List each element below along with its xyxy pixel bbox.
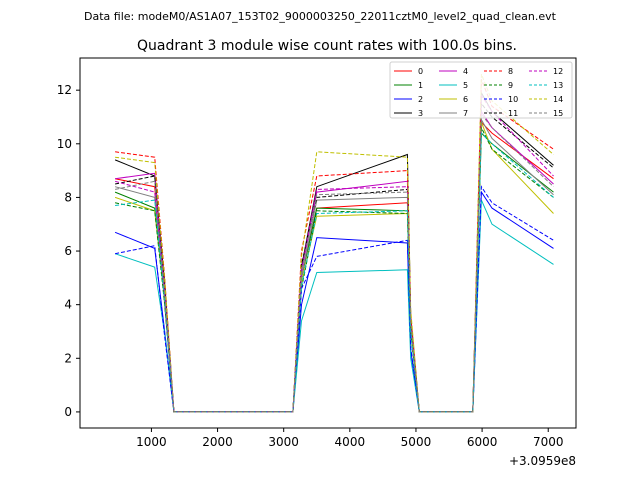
legend-label-4: 4 <box>463 67 468 76</box>
legend-label-13: 13 <box>553 81 563 90</box>
x-tick-label: 5000 <box>401 435 432 449</box>
y-tick-label: 0 <box>64 405 72 419</box>
x-tick-label: 2000 <box>202 435 233 449</box>
axes-frame <box>79 57 577 429</box>
series-line-15 <box>114 112 554 413</box>
chart-title: Quadrant 3 module wise count rates with … <box>137 38 517 54</box>
legend-label-6: 6 <box>463 95 468 104</box>
legend-label-5: 5 <box>463 81 468 90</box>
series-line-9 <box>115 127 554 413</box>
legend-label-7: 7 <box>463 109 468 118</box>
legend-label-15: 15 <box>553 109 563 118</box>
series-line-5 <box>114 199 554 413</box>
series-line-14 <box>115 73 554 413</box>
series-line-6 <box>114 122 554 413</box>
x-tick-label: 1000 <box>136 435 167 449</box>
series-line-2 <box>114 190 554 413</box>
legend-label-1: 1 <box>418 81 423 90</box>
y-tick-label: 12 <box>57 83 72 97</box>
legend-frame <box>389 61 573 119</box>
series-line-7 <box>114 117 554 413</box>
series-line-12 <box>114 93 554 413</box>
y-tick-label: 2 <box>64 351 72 365</box>
legend-label-12: 12 <box>553 67 563 76</box>
y-tick-label: 4 <box>64 298 72 312</box>
y-tick-label: 6 <box>64 244 72 258</box>
legend-label-9: 9 <box>508 81 513 90</box>
x-tick-label: 3000 <box>268 435 299 449</box>
x-axis: 1000 2000 3000 4000 5000 6000 7000 <box>136 428 563 449</box>
plot-area <box>114 73 554 413</box>
x-offset-label: +3.0959e8 <box>509 454 576 468</box>
series-line-4 <box>115 110 554 413</box>
x-tick-label: 6000 <box>467 435 498 449</box>
y-tick-label: 10 <box>57 137 72 151</box>
series-line-0 <box>115 121 554 413</box>
legend-label-3: 3 <box>418 109 423 118</box>
legend-label-10: 10 <box>508 95 518 104</box>
legend-label-2: 2 <box>418 95 423 104</box>
legend-label-8: 8 <box>508 67 513 76</box>
x-tick-label: 4000 <box>335 435 366 449</box>
x-tick-label: 7000 <box>533 435 564 449</box>
series-line-10 <box>115 185 554 413</box>
legend-label-11: 11 <box>508 109 518 118</box>
y-tick-label: 8 <box>64 190 72 204</box>
series-line-11 <box>115 102 554 413</box>
chart-suptitle: Data file: modeM0/AS1A07_153T02_90000032… <box>84 10 557 23</box>
legend-label-0: 0 <box>418 67 423 76</box>
legend-label-14: 14 <box>553 95 563 104</box>
y-axis: 0 2 4 6 8 10 12 <box>57 83 80 419</box>
